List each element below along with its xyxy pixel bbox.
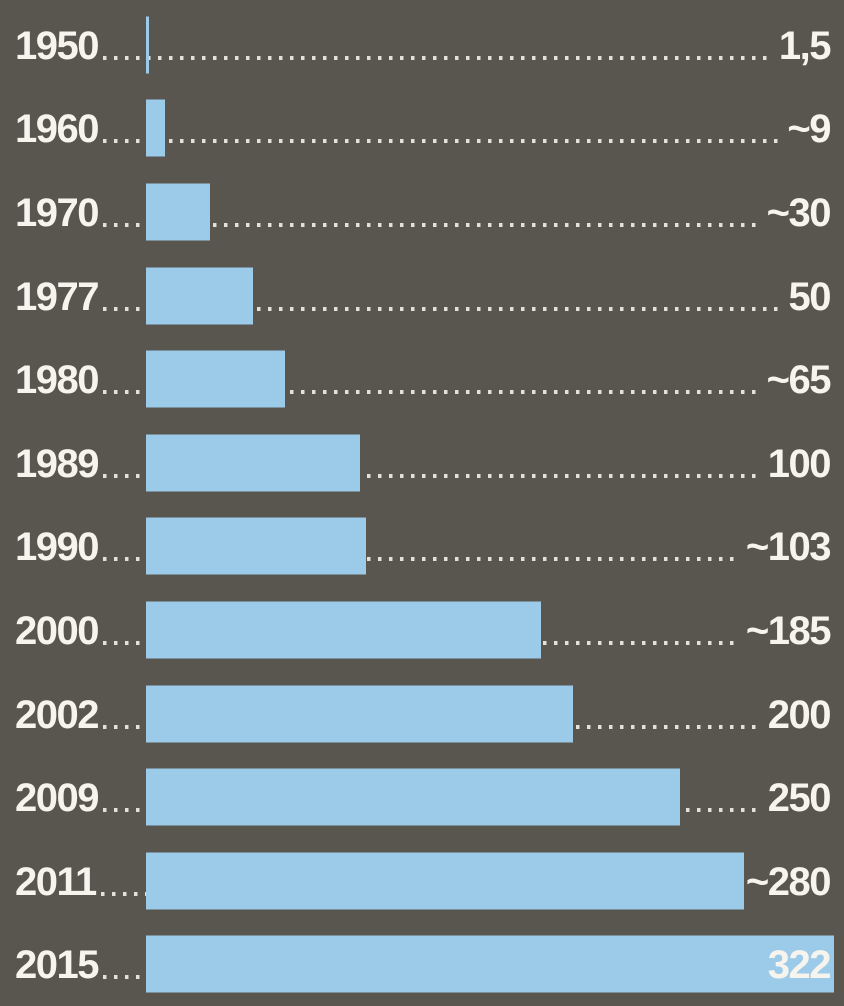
- chart-row: 1990 ~103: [0, 505, 844, 589]
- value-label: ~185: [745, 608, 832, 653]
- year-label: 1960: [15, 107, 99, 152]
- value-label: 50: [788, 274, 832, 319]
- value-label: ~30: [766, 190, 832, 235]
- year-label: 1980: [15, 358, 99, 403]
- bar: [146, 768, 681, 826]
- year-label: 2009: [15, 776, 99, 821]
- year-label: 1950: [15, 23, 99, 68]
- chart-row: 1977 50: [0, 254, 844, 338]
- chart-row: 2009 250: [0, 755, 844, 839]
- leader-dots: [102, 473, 762, 478]
- bar: [146, 935, 834, 993]
- leader-dots: [102, 306, 783, 311]
- bar: [146, 517, 367, 575]
- year-label: 2000: [15, 608, 99, 653]
- value-label: 322: [767, 943, 832, 988]
- bar: [146, 852, 745, 910]
- year-label: 2011: [15, 859, 97, 904]
- chart-row: 2015 322: [0, 923, 844, 1006]
- leader-dots: [102, 55, 773, 60]
- value-label: 1,5: [778, 23, 832, 68]
- bar: [146, 685, 574, 743]
- chart-row: 2011 ~280: [0, 839, 844, 923]
- value-label: 200: [767, 692, 832, 737]
- value-label: ~65: [766, 358, 832, 403]
- chart-row: 1960 ~9: [0, 87, 844, 171]
- year-label: 1990: [15, 525, 99, 570]
- year-label: 2002: [15, 692, 99, 737]
- bar: [146, 99, 166, 157]
- leader-dots: [102, 557, 740, 562]
- year-label: 2015: [15, 943, 99, 988]
- value-label: 100: [767, 441, 832, 486]
- chart-row: 1970 ~30: [0, 170, 844, 254]
- bar: [146, 183, 211, 241]
- value-label: ~103: [745, 525, 832, 570]
- value-label: 250: [767, 776, 832, 821]
- value-label: ~9: [787, 107, 831, 152]
- chart-row: 1989 100: [0, 421, 844, 505]
- bar: [146, 16, 150, 74]
- bar: [146, 434, 360, 492]
- leader-dots: [102, 222, 761, 227]
- bar: [146, 350, 285, 408]
- year-label: 1989: [15, 441, 99, 486]
- year-label: 1970: [15, 190, 99, 235]
- value-label: ~280: [745, 859, 832, 904]
- bar: [146, 601, 542, 659]
- year-label: 1977: [15, 274, 99, 319]
- leader-dots: [102, 390, 761, 395]
- chart-row: 1950 1,5: [0, 3, 844, 87]
- chart-row: 2002 200: [0, 672, 844, 756]
- leader-dots: [102, 139, 782, 144]
- chart-row: 2000 ~185: [0, 588, 844, 672]
- chart-row: 1980 ~65: [0, 337, 844, 421]
- bar: [146, 267, 253, 325]
